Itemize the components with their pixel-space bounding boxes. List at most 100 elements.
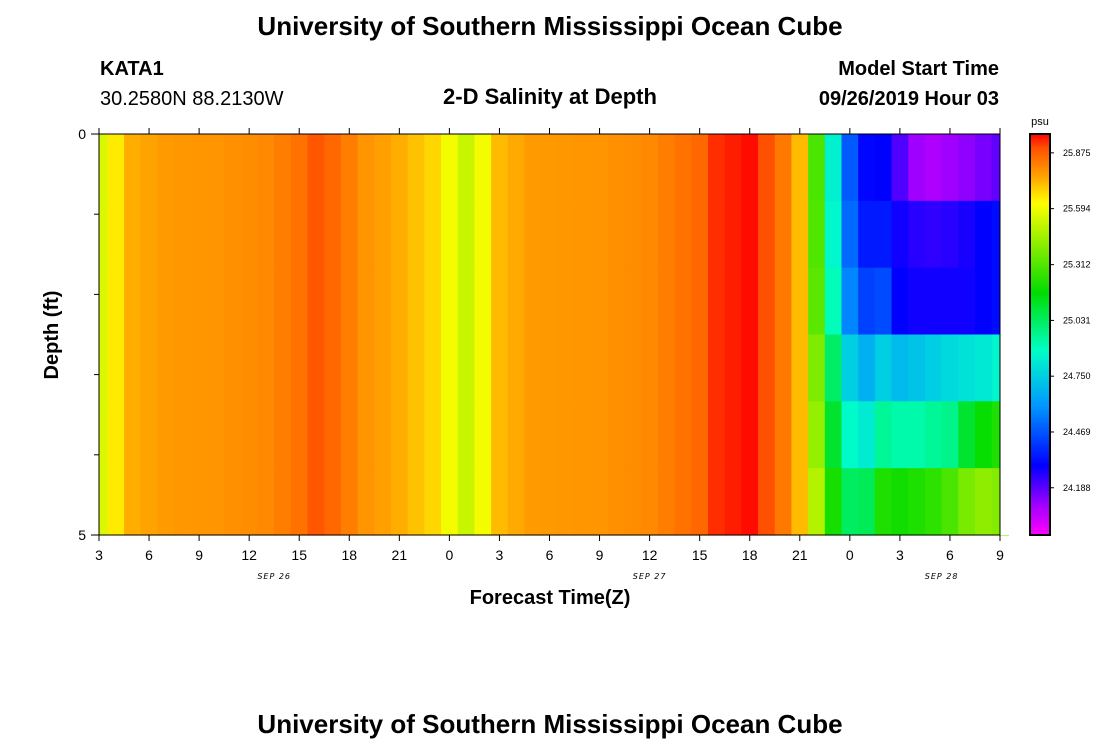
x-tick-label: 21 bbox=[392, 547, 408, 563]
heatmap-cell bbox=[691, 334, 709, 402]
heatmap-cell bbox=[908, 134, 926, 202]
heatmap-cell bbox=[941, 401, 959, 469]
heatmap-cell bbox=[591, 468, 609, 536]
x-axis: 3 6 9 12 15 18 21 0 3 6 9 12 15 18 21 0 3 6 9 SEP 26 SEP 27 S… bbox=[95, 128, 1004, 581]
heatmap-cell bbox=[791, 200, 809, 269]
heatmap-cell bbox=[507, 334, 526, 402]
heatmap-cell bbox=[524, 401, 542, 469]
heatmap-cell bbox=[958, 134, 976, 202]
date-label: SEP 27 bbox=[633, 572, 667, 581]
heatmap-cell bbox=[324, 468, 342, 536]
heatmap-cell bbox=[541, 334, 559, 402]
heatmap-cell bbox=[424, 468, 442, 536]
heatmap-cell bbox=[157, 134, 175, 202]
heatmap-cell bbox=[140, 134, 158, 202]
heatmap-cell bbox=[524, 334, 542, 402]
heatmap-cell bbox=[491, 334, 509, 402]
heatmap-cell bbox=[207, 134, 225, 202]
heatmap-cell bbox=[858, 468, 876, 536]
x-tick-label: 0 bbox=[445, 547, 453, 563]
heatmap-cell bbox=[524, 468, 542, 536]
heatmap-cell bbox=[591, 334, 609, 402]
heatmap-cell bbox=[307, 200, 325, 269]
heatmap-cell bbox=[524, 134, 542, 202]
heatmap-cell bbox=[207, 468, 225, 536]
heatmap-cell bbox=[674, 468, 692, 536]
heatmap-cell bbox=[858, 267, 876, 336]
heatmap-cell bbox=[874, 468, 893, 536]
heatmap-cell bbox=[407, 401, 425, 469]
heatmap-cell bbox=[474, 267, 492, 336]
heatmap-cell bbox=[190, 134, 209, 202]
chart-subtitle: 2-D Salinity at Depth bbox=[443, 84, 657, 109]
heatmap-cell bbox=[791, 134, 809, 202]
x-tick-label: 21 bbox=[792, 547, 808, 563]
heatmap-cell bbox=[407, 267, 425, 336]
heatmap-cell bbox=[791, 267, 809, 336]
heatmap-cell bbox=[491, 134, 509, 202]
heatmap-cell bbox=[758, 267, 776, 336]
heatmap-cell bbox=[591, 200, 609, 269]
heatmap-cell bbox=[874, 134, 893, 202]
heatmap-cell bbox=[708, 134, 726, 202]
heatmap-cell bbox=[941, 134, 959, 202]
heatmap-cell bbox=[607, 134, 626, 202]
heatmap-cell bbox=[441, 334, 459, 402]
heatmap-cell bbox=[324, 200, 342, 269]
heatmap-cell bbox=[841, 200, 859, 269]
heatmap-cell bbox=[591, 134, 609, 202]
heatmap-cell bbox=[224, 200, 242, 269]
heatmap-cell bbox=[524, 200, 542, 269]
x-tick-label: 9 bbox=[996, 547, 1004, 563]
heatmap-cell bbox=[107, 468, 125, 536]
heatmap-cell bbox=[224, 267, 242, 336]
heatmap-cell bbox=[157, 334, 175, 402]
heatmap-cell bbox=[657, 468, 676, 536]
heatmap-cell bbox=[891, 401, 909, 469]
heatmap-cell bbox=[841, 134, 859, 202]
heatmap-cell bbox=[974, 468, 993, 536]
heatmap-cell bbox=[724, 267, 742, 336]
heatmap-cell bbox=[774, 468, 793, 536]
heatmap-cell bbox=[891, 134, 909, 202]
heatmap-cell bbox=[491, 200, 509, 269]
x-tick-label: 3 bbox=[496, 547, 504, 563]
heatmap-cell bbox=[140, 334, 158, 402]
heatmap-cell bbox=[140, 401, 158, 469]
heatmap-cell bbox=[808, 334, 826, 402]
station-coords: 30.2580N 88.2130W bbox=[100, 88, 284, 110]
heatmap-cell bbox=[491, 468, 509, 536]
page-title: University of Southern Mississippi Ocean… bbox=[257, 11, 842, 41]
heatmap-cell bbox=[240, 267, 259, 336]
y-axis-label: Depth (ft) bbox=[41, 291, 63, 380]
colorbar-label: 25.594 bbox=[1063, 204, 1091, 214]
heatmap-cell bbox=[808, 267, 826, 336]
heatmap-cell bbox=[491, 401, 509, 469]
heatmap-cell bbox=[974, 200, 993, 269]
heatmap-cell bbox=[407, 334, 425, 402]
colorbar-label: 24.469 bbox=[1063, 427, 1091, 437]
heatmap-cell bbox=[791, 401, 809, 469]
heatmap-cell bbox=[874, 334, 893, 402]
heatmap-cell bbox=[224, 334, 242, 402]
heatmap-cell bbox=[441, 468, 459, 536]
heatmap-cell bbox=[274, 468, 292, 536]
heatmap-cell bbox=[774, 267, 793, 336]
heatmap-cell bbox=[441, 267, 459, 336]
heatmap-cell bbox=[390, 267, 409, 336]
heatmap-cell bbox=[908, 468, 926, 536]
heatmap-cell bbox=[557, 267, 576, 336]
heatmap-cell bbox=[741, 200, 759, 269]
heatmap-cell bbox=[407, 134, 425, 202]
heatmap-cell bbox=[774, 134, 793, 202]
heatmap-cell bbox=[457, 401, 476, 469]
heatmap-cell bbox=[824, 468, 843, 536]
heatmap-cell bbox=[457, 134, 476, 202]
heatmap-cell bbox=[908, 401, 926, 469]
heatmap-cell bbox=[474, 334, 492, 402]
heatmap-cell bbox=[374, 334, 392, 402]
heatmap-cell bbox=[424, 200, 442, 269]
heatmap-cell bbox=[174, 334, 192, 402]
heatmap-cell bbox=[157, 468, 175, 536]
